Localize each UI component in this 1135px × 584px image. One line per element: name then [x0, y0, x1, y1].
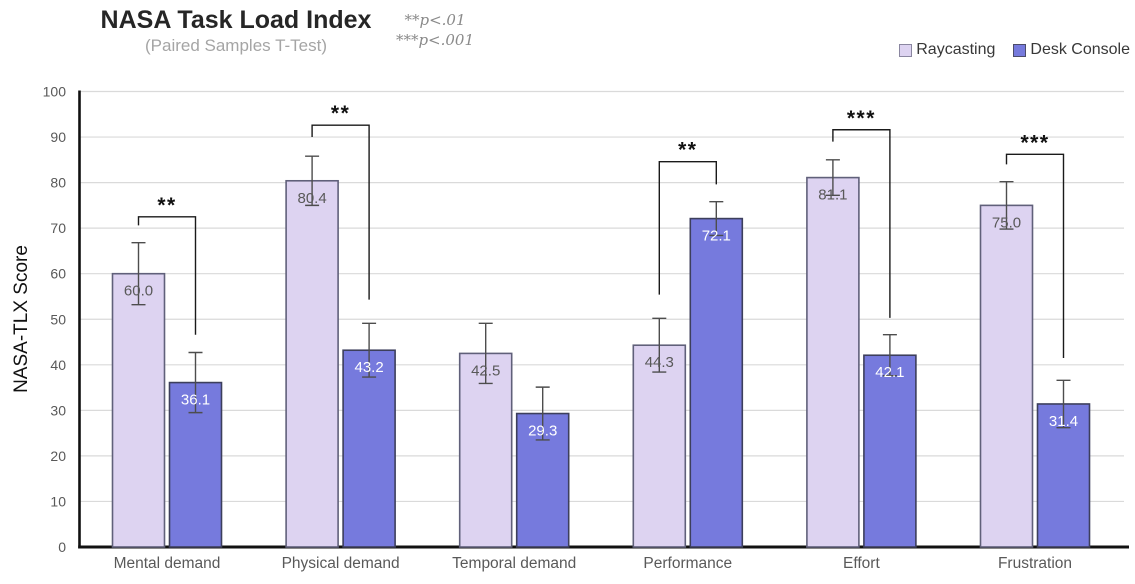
- bar-raycasting-performance: [632, 344, 687, 548]
- legend-label-raycasting: Raycasting: [916, 41, 996, 58]
- significance-note-line-1: **p<.01: [404, 11, 466, 29]
- value-label-raycasting-performance: 44.3: [645, 354, 674, 371]
- sig-bracket-performance: [658, 160, 717, 295]
- bar-raycasting-effort: [806, 176, 860, 548]
- error-bar-raycasting-physical-demand: [305, 155, 320, 207]
- y-tick-label-100: 100: [43, 84, 67, 100]
- value-label-raycasting-effort: 81.1: [818, 187, 847, 204]
- bar-raycasting-mental-demand: [111, 272, 166, 548]
- y-tick-label-80: 80: [50, 175, 66, 191]
- title-block: NASA Task Load Index (Paired Samples T-T…: [96, 6, 376, 56]
- value-label-raycasting-frustration: 75.0: [992, 214, 1021, 231]
- y-tick-label-90: 90: [50, 129, 66, 145]
- sig-stars-frustration: ***: [1020, 131, 1049, 154]
- chart-title: NASA Task Load Index: [100, 6, 372, 34]
- error-bar-desk-console-effort: [882, 334, 897, 377]
- bar-desk-console-effort: [863, 354, 917, 548]
- error-bar-desk-console-performance: [709, 201, 724, 237]
- bar-raycasting-frustration: [979, 204, 1034, 548]
- value-label-desk-console-physical-demand: 43.2: [354, 359, 383, 376]
- sig-stars-mental-demand: **: [157, 194, 176, 217]
- error-bar-raycasting-frustration: [999, 180, 1014, 230]
- bar-raycasting-physical-demand: [285, 179, 339, 548]
- error-bar-raycasting-performance: [652, 317, 667, 373]
- bar-desk-console-physical-demand: [342, 349, 396, 548]
- value-label-raycasting-temporal-demand: 42.5: [471, 362, 500, 379]
- desk-console-swatch-icon: [1013, 43, 1027, 57]
- legend-label-desk-console: Desk Console: [1030, 41, 1130, 58]
- x-tick-label-effort: Effort: [843, 555, 880, 572]
- sig-bracket-frustration: [1005, 153, 1065, 358]
- value-label-desk-console-temporal-demand: 29.3: [528, 423, 557, 440]
- legend: Raycasting Desk Console: [899, 41, 1130, 59]
- y-tick-label-60: 60: [50, 266, 66, 282]
- bar-desk-console-performance: [689, 217, 744, 548]
- x-tick-label-frustration: Frustration: [998, 555, 1072, 572]
- sig-bracket-mental-demand: [137, 216, 197, 335]
- x-tick-label-performance: Performance: [643, 555, 732, 572]
- y-tick-label-50: 50: [50, 311, 66, 327]
- value-label-raycasting-physical-demand: 80.4: [297, 190, 326, 207]
- sig-stars-effort: ***: [847, 107, 876, 130]
- value-label-desk-console-performance: 72.1: [702, 228, 731, 245]
- sig-bracket-physical-demand: [311, 124, 370, 300]
- significance-note-line-2: ***p<.001: [395, 31, 475, 50]
- error-bar-raycasting-effort: [825, 159, 840, 197]
- bar-raycasting-temporal-demand: [458, 352, 513, 548]
- legend-item-raycasting: Raycasting: [899, 41, 995, 59]
- error-bar-raycasting-temporal-demand: [478, 322, 493, 385]
- significance-note: **p<.01 ***p<.001: [383, 10, 487, 51]
- y-tick-label-20: 20: [50, 448, 66, 464]
- error-bar-desk-console-mental-demand: [188, 351, 203, 414]
- y-tick-label-40: 40: [50, 357, 66, 373]
- sig-bracket-effort: [832, 129, 891, 318]
- value-label-raycasting-mental-demand: 60.0: [124, 283, 153, 300]
- error-bar-desk-console-physical-demand: [362, 322, 377, 378]
- sig-stars-performance: **: [678, 139, 697, 162]
- x-tick-label-temporal-demand: Temporal demand: [452, 555, 576, 572]
- y-tick-label-30: 30: [50, 402, 66, 418]
- error-bar-desk-console-temporal-demand: [535, 386, 550, 441]
- error-bar-desk-console-frustration: [1056, 379, 1071, 429]
- chart-subtitle: (Paired Samples T-Test): [144, 35, 328, 55]
- value-label-desk-console-frustration: 31.4: [1049, 413, 1078, 430]
- x-tick-label-physical-demand: Physical demand: [282, 555, 400, 572]
- y-tick-label-10: 10: [50, 493, 66, 509]
- value-label-desk-console-mental-demand: 36.1: [181, 392, 210, 409]
- y-tick-label-70: 70: [50, 220, 66, 236]
- y-tick-label-0: 0: [58, 539, 66, 555]
- value-label-desk-console-effort: 42.1: [875, 364, 904, 381]
- sig-stars-physical-demand: **: [331, 102, 350, 125]
- legend-item-desk-console: Desk Console: [1013, 41, 1130, 59]
- x-tick-label-mental-demand: Mental demand: [114, 555, 221, 572]
- error-bar-raycasting-mental-demand: [131, 242, 146, 306]
- raycasting-swatch-icon: [899, 43, 913, 57]
